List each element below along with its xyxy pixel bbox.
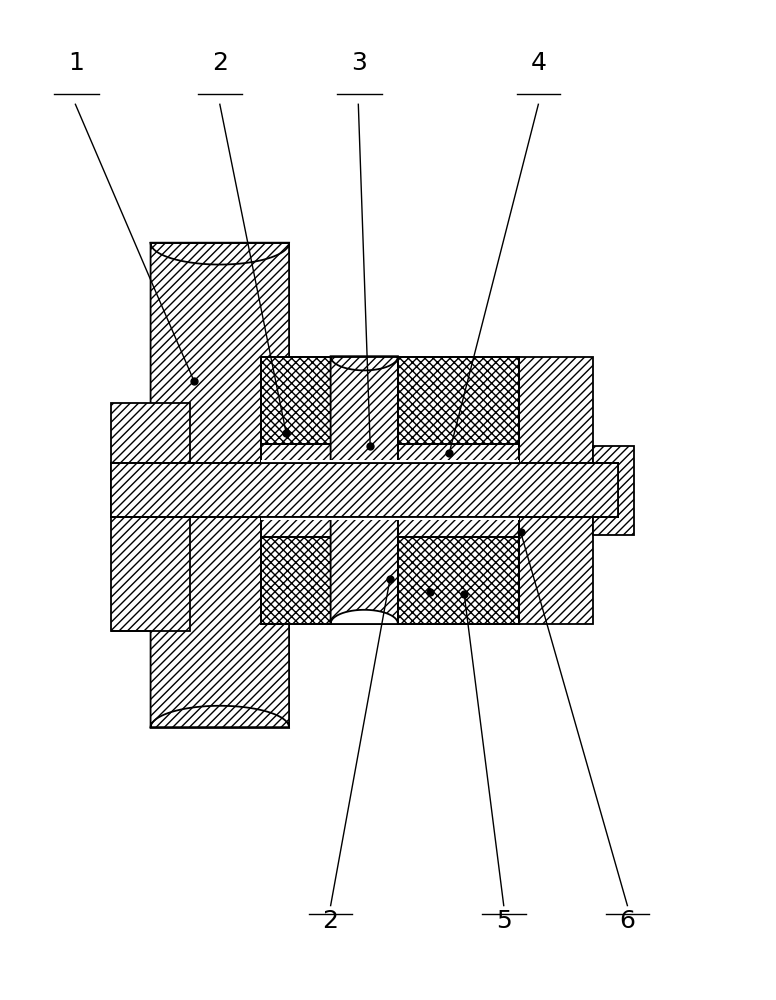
Bar	[111, 463, 618, 517]
Bar	[262, 357, 518, 444]
Text: 4: 4	[530, 51, 546, 75]
Bar	[398, 537, 518, 624]
PathPatch shape	[331, 517, 398, 624]
Bar	[262, 357, 518, 463]
Text: 5: 5	[496, 909, 511, 933]
Text: 2: 2	[212, 51, 228, 75]
PathPatch shape	[151, 243, 289, 728]
Bar	[262, 537, 518, 624]
Text: 3: 3	[352, 51, 367, 75]
Bar	[518, 357, 593, 624]
Bar	[262, 517, 518, 624]
Bar	[593, 446, 634, 535]
Bar	[262, 460, 518, 463]
Text: 1: 1	[68, 51, 85, 75]
Bar	[398, 357, 518, 444]
Bar	[262, 537, 331, 624]
PathPatch shape	[331, 357, 398, 463]
Bar	[111, 403, 190, 631]
Bar	[262, 357, 518, 463]
Bar	[262, 517, 518, 624]
Bar	[111, 463, 618, 517]
Bar	[262, 517, 518, 520]
Text: 6: 6	[619, 909, 636, 933]
Bar	[262, 357, 331, 444]
Text: 2: 2	[323, 909, 338, 933]
